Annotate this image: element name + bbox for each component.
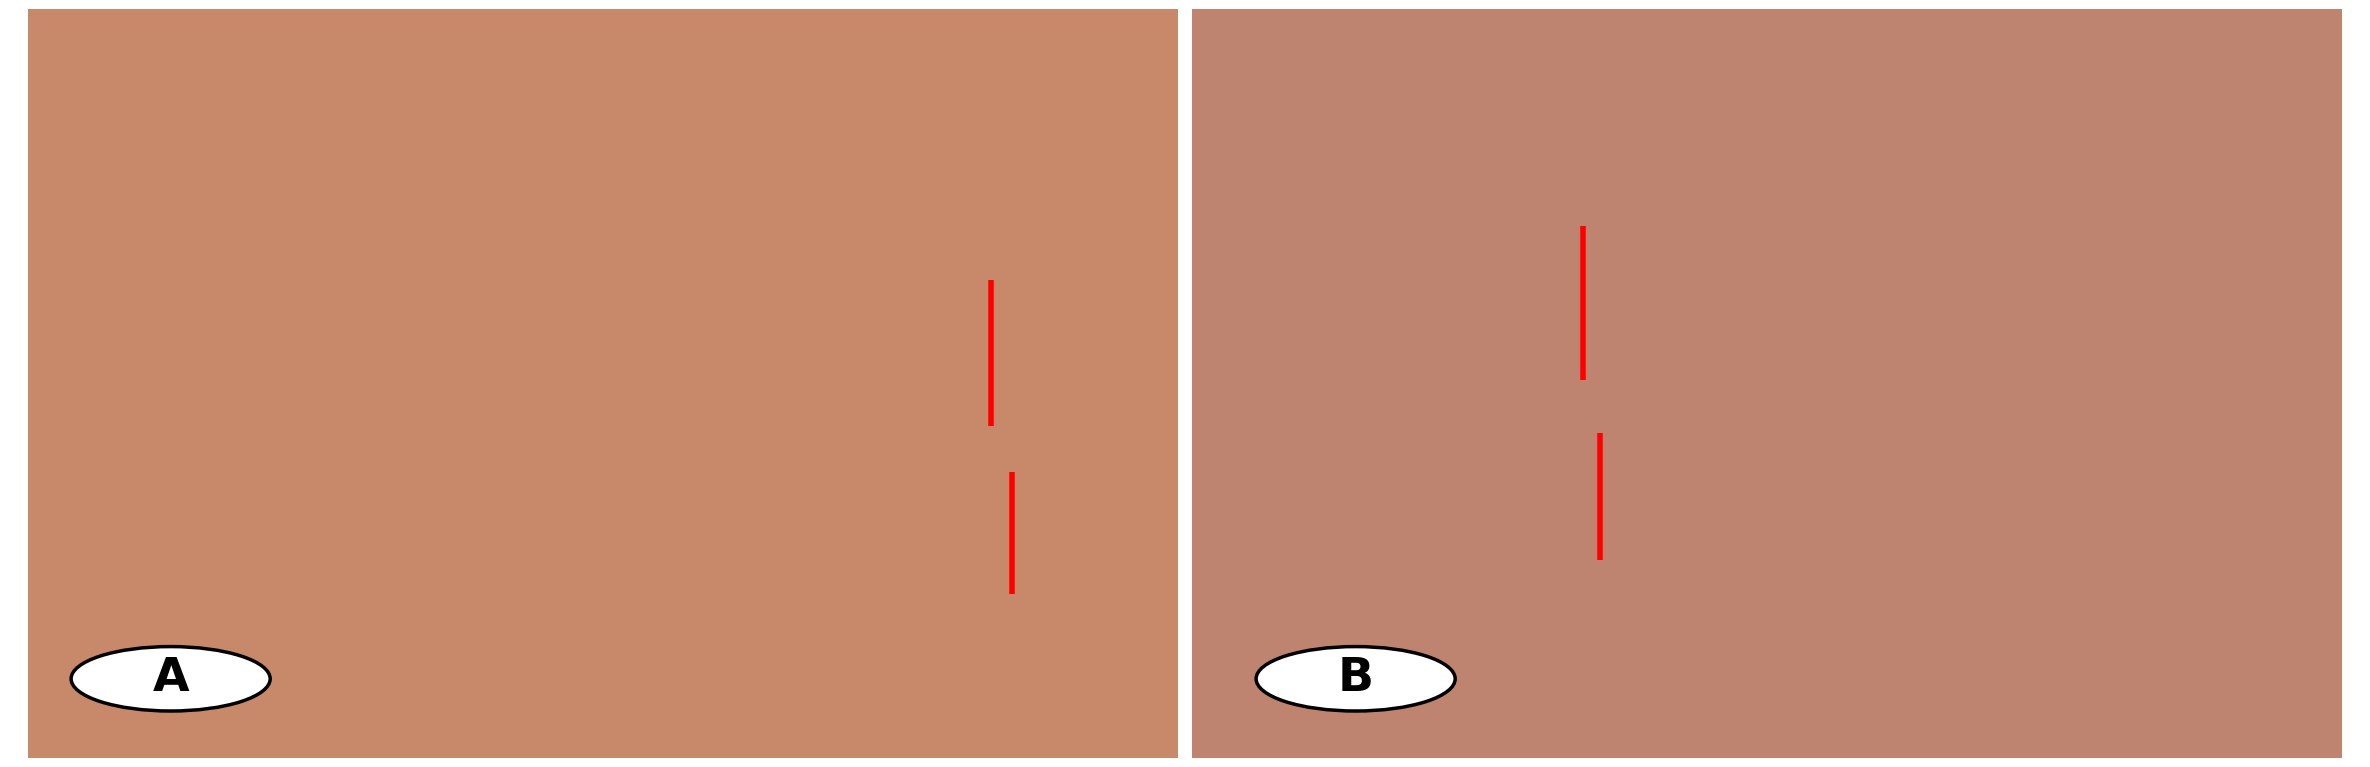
Bar (0, 758, 2370, 767)
Bar (2342, 0, 2370, 767)
Text: A: A (152, 657, 190, 701)
Text: B: B (1337, 657, 1375, 701)
Bar (0, 0, 28, 767)
Circle shape (71, 647, 270, 711)
Bar (0, 0, 2370, 9)
Bar (1192, 0, 2370, 767)
Bar (1178, 0, 1192, 767)
Circle shape (1256, 647, 1455, 711)
Bar (0, 0, 1178, 767)
